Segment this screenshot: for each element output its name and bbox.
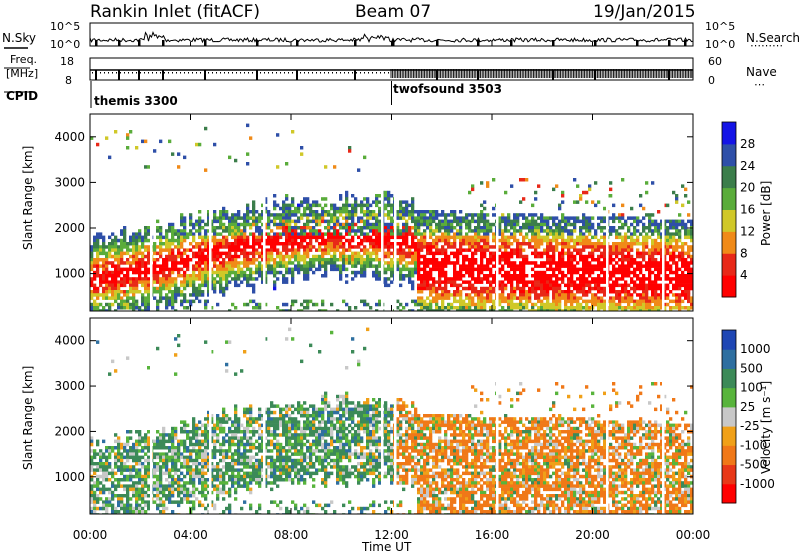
- noise-tick-high: 10^5: [50, 20, 80, 33]
- xtick-label: 00:00: [676, 528, 711, 542]
- xtick-label: 20:00: [575, 528, 610, 542]
- colorbar-tick: 20: [740, 181, 755, 195]
- ytick-label: 1000: [54, 470, 85, 484]
- colorbar-swatch: [722, 122, 736, 145]
- ytick-label: 2000: [54, 424, 85, 438]
- colorbar-swatch: [722, 426, 736, 446]
- freq-tick-high: 18: [60, 55, 74, 68]
- station-title: Rankin Inlet (fitACF): [90, 2, 260, 22]
- xtick-label: 08:00: [274, 528, 309, 542]
- cpid-label: CPID: [6, 89, 38, 103]
- colorbar-swatch: [722, 368, 736, 389]
- velocity-colorbar: 1000 500 100 25 -25 -100 -500 -1000: [721, 329, 775, 504]
- xtick-label: 16:00: [475, 528, 510, 542]
- colorbar-tick: 25: [740, 400, 755, 414]
- colorbar-swatch: [722, 387, 736, 408]
- nave-tick-low: 0: [708, 74, 715, 87]
- colorbar-swatch: [722, 143, 736, 167]
- colorbar-swatch: [722, 483, 736, 504]
- colorbar-tick: 12: [740, 224, 755, 238]
- colorbar-tick: 28: [740, 137, 755, 151]
- ytick-label: 3000: [54, 175, 85, 189]
- colorbar-tick: 4: [740, 268, 748, 282]
- cpid-mode-twofsound: twofsound 3503: [393, 82, 502, 96]
- freq-panel-frame: [89, 57, 694, 81]
- ytick-label: 2000: [54, 221, 85, 235]
- freq-label-1: Freq.: [10, 53, 37, 66]
- colorbar-tick: 8: [740, 246, 748, 260]
- colorbar-tick: 24: [740, 159, 755, 173]
- power-yticks: 1000 2000 3000 4000: [54, 130, 693, 281]
- colorbar-tick: 16: [740, 203, 755, 217]
- colorbar-swatch: [722, 165, 736, 189]
- ytick-label: 3000: [54, 379, 85, 393]
- freq-tick-low: 8: [65, 74, 72, 87]
- velocity-panel: [90, 318, 693, 514]
- colorbar-swatch: [722, 187, 736, 210]
- power-colorbar: 28 24 20 16 12 8 4: [721, 121, 755, 298]
- xaxis-label: Time UT: [361, 540, 412, 554]
- xtick-label: 12:00: [374, 528, 409, 542]
- power-panel: [90, 114, 693, 311]
- colorbar-swatch: [722, 464, 736, 485]
- time-axis: 00:00 04:00 08:00 12:00 16:00 20:00 00:00: [73, 42, 711, 542]
- colorbar-swatch: [722, 445, 736, 466]
- velocity-yticks: 1000 2000 3000 4000: [54, 334, 693, 484]
- colorbar-tick: 500: [740, 361, 763, 375]
- noise-trace: [89, 31, 694, 46]
- colorbar-tick: -100: [740, 438, 767, 452]
- freq-trace: [90, 69, 693, 80]
- xtick-label: 04:00: [173, 528, 208, 542]
- colorbar-swatch: [722, 231, 736, 254]
- colorbar-swatch: [722, 406, 736, 427]
- nsky-label: N.Sky: [2, 31, 36, 45]
- power-ylabel: Slant Range [km]: [21, 146, 35, 250]
- ytick-label: 4000: [54, 334, 85, 348]
- freq-label-2: [MHz]: [6, 67, 38, 80]
- date-label: 19/Jan/2015: [593, 2, 696, 22]
- nave-dots: ⋯: [754, 78, 765, 91]
- xtick-label: 00:00: [73, 528, 108, 542]
- velocity-colorbar-label: Velocity [m s⁻¹]: [759, 381, 773, 474]
- ytick-label: 1000: [54, 267, 85, 281]
- cpid-mode-themis: themis 3300: [94, 94, 178, 108]
- colorbar-tick: -25: [740, 419, 760, 433]
- colorbar-tick: -1000: [740, 477, 775, 491]
- colorbar-tick: 100: [740, 381, 763, 395]
- colorbar-tick: 1000: [740, 342, 771, 356]
- nave-tick-high: 60: [708, 55, 722, 68]
- noise-tick-low-right: 10^0: [705, 38, 735, 51]
- nave-label: Nave: [746, 65, 777, 79]
- ytick-label: 4000: [54, 130, 85, 144]
- beam-label: Beam 07: [355, 2, 431, 22]
- nsearch-dots: ⋯⋯⋯: [750, 39, 783, 52]
- colorbar-swatch: [722, 253, 736, 276]
- colorbar-swatch: [722, 209, 736, 232]
- colorbar-swatch: [722, 275, 736, 298]
- colorbar-tick: -500: [740, 458, 767, 472]
- noise-tick-high-right: 10^5: [705, 20, 735, 33]
- colorbar-swatch: [722, 330, 736, 350]
- power-colorbar-label: Power [dB]: [759, 181, 773, 246]
- colorbar-swatch: [722, 349, 736, 369]
- velocity-ylabel: Slant Range [km]: [21, 366, 35, 470]
- noise-tick-low: 10^0: [50, 38, 80, 51]
- nsearch-label: N.Search: [746, 31, 800, 45]
